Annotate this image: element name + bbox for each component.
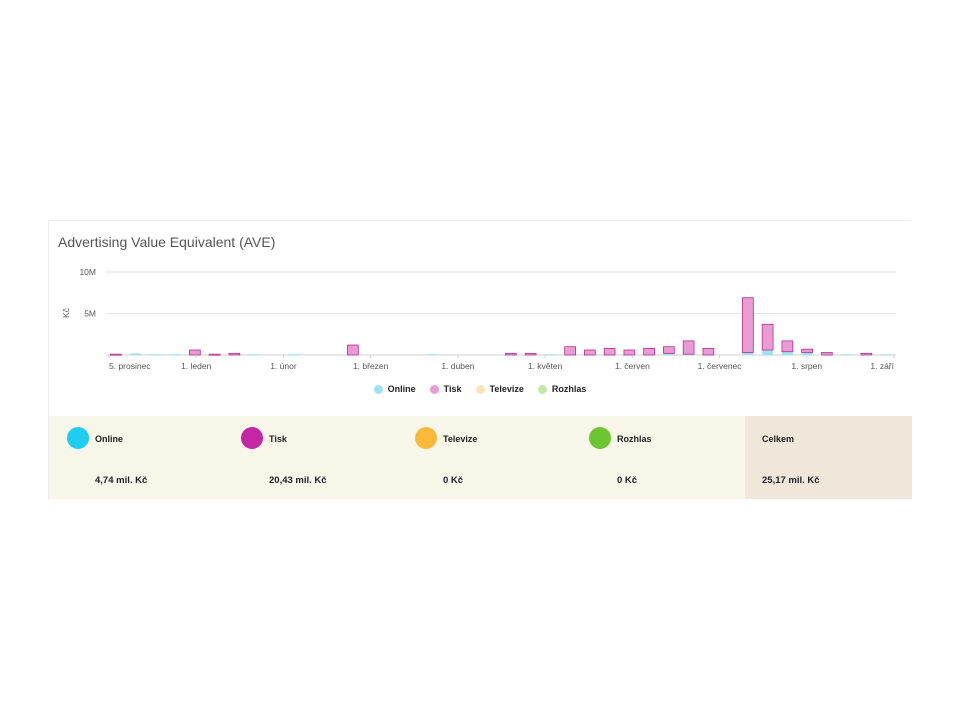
bar-online <box>149 354 161 356</box>
bar-tisk <box>110 353 122 356</box>
summary-televize-name: Televize <box>443 434 478 444</box>
x-tick-label: 1. červenec <box>698 361 743 371</box>
legend-item-online[interactable]: Online <box>373 384 416 394</box>
summary-rozhlas: Rozhlas 0 Kč <box>571 416 745 499</box>
bar-online <box>683 354 695 356</box>
x-tick-label: 1. leden <box>181 361 212 371</box>
bar-online <box>248 354 260 356</box>
summary-rozhlas-value: 0 Kč <box>617 475 638 486</box>
bar-tisk <box>702 347 715 356</box>
summary-online: Online 4,74 mil. Kč <box>49 416 223 499</box>
bar-online <box>841 354 853 356</box>
chart-title: Advertising Value Equivalent (AVE) <box>58 234 276 250</box>
bar-tisk <box>524 352 537 356</box>
bar-tisk <box>761 323 774 351</box>
bar-tisk <box>347 344 359 356</box>
bar-online <box>288 354 300 356</box>
x-tick-label: 1. září <box>870 361 894 371</box>
summary-tisk-name: Tisk <box>269 434 287 444</box>
summary-rozhlas-name: Rozhlas <box>617 434 652 444</box>
x-tick-label: 1. únor <box>270 361 297 371</box>
bar-online <box>781 351 793 355</box>
bar-tisk <box>682 340 695 355</box>
legend-item-televize[interactable]: Televize <box>475 384 524 394</box>
x-tick-label: 1. srpen <box>791 361 822 371</box>
legend-dot-icon <box>373 384 383 394</box>
bar-tisk <box>603 347 616 356</box>
bar-online <box>880 354 892 356</box>
bar-online <box>130 353 142 355</box>
televize-dot-icon <box>415 427 437 449</box>
summary-total-name: Celkem <box>762 434 795 444</box>
rozhlas-dot-icon <box>589 427 611 449</box>
bar-tisk <box>821 352 833 356</box>
y-axis-title: Kč <box>61 307 71 318</box>
y-tick-label: 10M <box>79 267 96 277</box>
legend-item-rozhlas[interactable]: Rozhlas <box>537 384 587 394</box>
bar-tisk <box>584 349 596 356</box>
x-tick-label: 5. prosinec <box>109 361 151 371</box>
bar-tisk <box>228 352 241 356</box>
bar-tisk <box>742 297 754 353</box>
bar-tisk <box>801 348 813 353</box>
x-tick-label: 1. červen <box>615 361 650 371</box>
summary-total: Celkem 25,17 mil. Kč <box>745 416 912 499</box>
chart-legend: Online Tisk Televize Rozhlas <box>49 384 911 394</box>
bar-online <box>544 354 556 356</box>
summary-televize: Televize 0 Kč <box>397 416 571 499</box>
legend-dot-icon <box>475 384 485 394</box>
summary-tisk-value: 20,43 mil. Kč <box>269 475 327 486</box>
summary-panel: Online 4,74 mil. Kč Tisk 20,43 mil. Kč T… <box>49 416 912 499</box>
summary-tisk: Tisk 20,43 mil. Kč <box>223 416 397 499</box>
bar-online <box>426 354 438 356</box>
bar-tisk <box>643 347 655 356</box>
summary-total-value: 25,17 mil. Kč <box>762 475 820 486</box>
tisk-dot-icon <box>241 427 263 449</box>
legend-dot-icon <box>429 384 439 394</box>
bar-tisk <box>663 346 675 354</box>
bar-online <box>762 350 774 355</box>
bar-online <box>663 353 675 355</box>
summary-online-value: 4,74 mil. Kč <box>95 475 148 486</box>
bar-tisk <box>505 352 517 356</box>
x-tick-label: 1. duben <box>441 361 474 371</box>
bar-tisk <box>860 352 873 356</box>
online-dot-icon <box>67 427 89 449</box>
legend-label: Rozhlas <box>551 384 587 394</box>
summary-online-name: Online <box>95 434 124 444</box>
bar-tisk <box>564 346 576 356</box>
bar-tisk <box>208 353 221 356</box>
x-tick-label: 1. květen <box>528 361 563 371</box>
bar-online <box>801 352 813 355</box>
x-tick-label: 1. březen <box>353 361 389 371</box>
bar-online <box>169 354 181 356</box>
summary-televize-value: 0 Kč <box>443 475 464 486</box>
legend-item-tisk[interactable]: Tisk <box>429 384 462 394</box>
legend-label: Televize <box>489 384 524 394</box>
legend-label: Tisk <box>443 384 462 394</box>
ave-chart: 10M 5M Kč 5. prosinec 1. leden 1. únor 1. břez… <box>61 267 896 371</box>
y-tick-label: 5M <box>84 309 96 319</box>
bar-tisk <box>189 349 201 356</box>
bar-tisk <box>623 349 636 356</box>
legend-label: Online <box>387 384 416 394</box>
legend-dot-icon <box>537 384 547 394</box>
ave-card: Advertising Value Equivalent (AVE) 10M 5M… <box>48 220 912 499</box>
bar-online <box>742 352 754 355</box>
bar-tisk <box>781 340 794 353</box>
